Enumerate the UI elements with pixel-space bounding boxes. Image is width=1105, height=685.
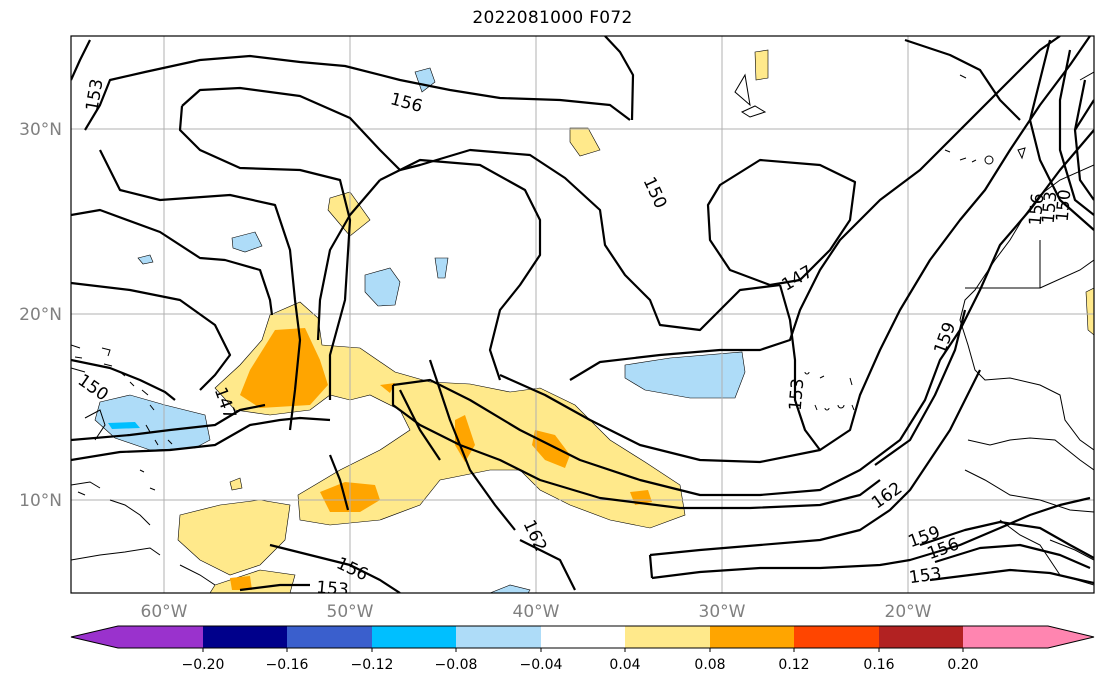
contour-label: 156 — [1026, 193, 1049, 227]
x-tick-label: 50°W — [327, 602, 374, 622]
x-tick-label: 30°W — [699, 602, 746, 622]
colorbar-extend-low — [71, 626, 118, 648]
grid-lines — [71, 36, 1094, 593]
colorbar-label: 0.20 — [947, 657, 978, 673]
colorbar-label: −0.08 — [435, 657, 478, 673]
positive-anomaly-fill — [177, 49, 1094, 593]
map-area: 153 156 150 147 159 153 162 156 153 159 … — [71, 36, 1094, 601]
colorbar-label: 0.08 — [694, 657, 725, 673]
contour-label: 153 — [1039, 191, 1062, 225]
colorbar-labels: −0.20 −0.16 −0.12 −0.08 −0.04 0.04 0.08 … — [182, 657, 979, 673]
colorbar-extend-high — [1048, 626, 1094, 648]
map-title: 2022081000 F072 — [472, 8, 633, 28]
negative-anomaly-fill — [94, 67, 746, 593]
x-tick-label: 40°W — [513, 602, 560, 622]
contour-label: 153 — [315, 578, 349, 601]
colorbar — [70, 625, 1095, 649]
x-tick-label: 20°W — [885, 602, 932, 622]
y-axis-labels: 30°N 20°N 10°N — [19, 120, 62, 511]
contour-label: 153 — [908, 564, 943, 588]
colorbar-label: 0.16 — [863, 657, 894, 673]
colorbar-label: −0.20 — [182, 657, 225, 673]
colorbar-label: −0.16 — [266, 657, 309, 673]
contour-label: 150 — [1053, 189, 1076, 223]
x-axis-labels: 60°W 50°W 40°W 30°W 20°W — [141, 602, 932, 622]
strong-positive-anomaly-fill — [230, 328, 652, 590]
colorbar-label: −0.12 — [351, 657, 394, 673]
y-tick-label: 20°N — [19, 305, 62, 325]
strong-negative-anomaly-fill — [108, 422, 140, 429]
colorbar-label: 0.04 — [609, 657, 640, 673]
height-contours — [71, 36, 1094, 593]
colorbar-label: 0.12 — [778, 657, 809, 673]
y-tick-label: 10°N — [19, 491, 62, 511]
x-tick-label: 60°W — [141, 602, 188, 622]
colorbar-label: −0.04 — [520, 657, 563, 673]
contour-label: 153 — [786, 378, 809, 412]
map-frame — [70, 35, 1095, 594]
colorbar-ticks — [202, 648, 964, 652]
y-tick-label: 30°N — [19, 120, 62, 140]
